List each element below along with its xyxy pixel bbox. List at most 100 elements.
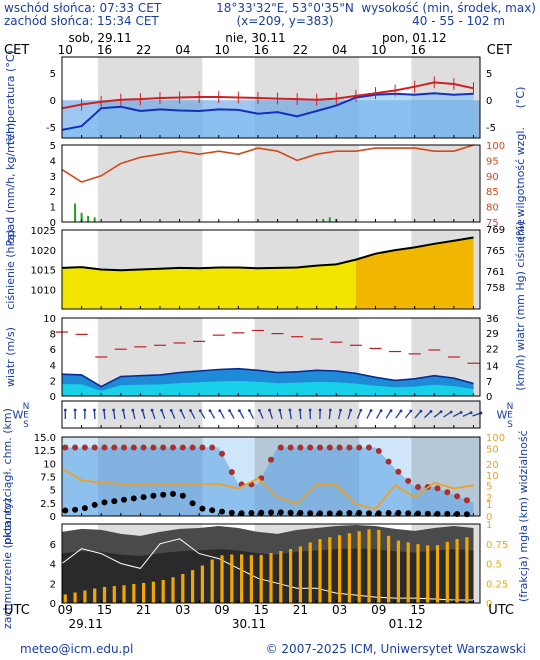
cloud-left-tick: 2.5 [40, 499, 56, 510]
cloud-base-point [277, 509, 284, 516]
cloud-base-point [111, 498, 118, 505]
cloud-top-point [463, 497, 470, 504]
wind-direction-arrowhead [439, 410, 443, 414]
fog-bar [122, 585, 126, 603]
cloud-top-point [121, 444, 127, 451]
wind-direction-arrow [219, 410, 225, 419]
precip-left-tick: 1 [50, 203, 56, 214]
fog-bar [171, 577, 175, 603]
wind-direction-arrowhead [369, 409, 373, 412]
tz-top-right: CET [487, 43, 512, 58]
cloud-base-point [385, 510, 392, 516]
wind-border [61, 317, 481, 397]
wind-direction-arrow [414, 410, 422, 419]
sunset-text: zachód słońca: 15:34 CET [4, 14, 159, 28]
fog-bar [308, 542, 312, 603]
fog-bar [426, 545, 430, 603]
fog-bar [298, 546, 302, 603]
fog-bar [416, 544, 420, 603]
cloud-base-point [238, 510, 245, 517]
compass-left-e: E [23, 411, 29, 421]
fog-bar [465, 537, 469, 603]
cet-tick-3: 04 [175, 43, 190, 57]
precip-left-tick: 4 [50, 156, 56, 167]
temp-left-tick: -5 [46, 123, 56, 134]
cloud-top-point [170, 444, 176, 451]
compass-right-n: N [507, 402, 514, 412]
press-right-tick: 769 [486, 225, 505, 236]
wind-direction-arrowhead [389, 409, 393, 413]
cloud-base-point [189, 500, 196, 507]
day-label-2: pon, 01.12 [382, 31, 447, 45]
wind-direction-arrow [433, 411, 442, 418]
compass-left-n: N [23, 402, 30, 412]
fog-bar [318, 539, 322, 603]
footer-email[interactable]: meteo@icm.edu.pl [20, 642, 133, 656]
fog-bar [83, 590, 87, 603]
cloud-left-tick: 12.5 [34, 446, 56, 457]
cloud-top-point [326, 444, 333, 451]
precip-bar [93, 217, 96, 222]
wind-right-tick: 14 [486, 362, 499, 373]
cet-tick-6: 22 [293, 43, 308, 57]
precip-bar [322, 218, 325, 222]
wind-direction-arrowhead [288, 408, 292, 412]
fog-bar [200, 565, 204, 603]
cloud-top-point [189, 444, 196, 451]
cloud-top-point [101, 444, 108, 451]
cover-left-tick: 2 [50, 579, 56, 590]
visibility-line [61, 467, 474, 511]
wind-direction-arrow [289, 409, 292, 420]
fog-bar [210, 559, 214, 603]
utc-tick-2: 21 [136, 603, 151, 617]
fog-bar [93, 588, 97, 603]
cloud-top-point [219, 450, 225, 457]
utc-tick-9: 15 [410, 603, 425, 617]
cloud-top-point [346, 444, 353, 451]
sunrise-text: wschód słońca: 07:33 CET [4, 1, 162, 15]
fog-bar [151, 581, 155, 603]
cloud-base-point [424, 510, 431, 517]
wind-direction-arrowhead [160, 408, 164, 412]
dew-point-line [61, 92, 474, 131]
wind-direction-arrow [452, 411, 462, 418]
cloud-base-point [297, 509, 304, 516]
humidity-right-tick: 95 [486, 156, 499, 167]
wind-direction-arrowhead [258, 409, 261, 412]
tz-bottom-right: UTC [488, 603, 514, 618]
cloud-base-point [366, 510, 372, 517]
cloud-top-point [150, 444, 157, 451]
precip-left-tick: 2 [50, 187, 56, 198]
fog-right-tick: 0 [486, 599, 492, 610]
fog-bar [347, 533, 351, 603]
fog-bar [269, 553, 273, 603]
cloud-top-point [199, 444, 206, 451]
visibility-tick: 10 [486, 471, 499, 482]
wind-left-tick: 2 [50, 376, 56, 387]
wind-direction-arrow [299, 409, 302, 420]
day-label-1: nie, 30.11 [225, 31, 285, 45]
wind-direction-arrow [375, 410, 382, 419]
wind-direction-arrowhead [93, 408, 96, 412]
wind-direction-arrow [209, 410, 216, 419]
wdir-night-1 [254, 401, 360, 428]
wind-direction-arrowhead [238, 409, 241, 412]
wind-direction-arrowhead [218, 409, 222, 412]
tz-top-left: CET [4, 43, 29, 58]
precip-left-tick: 5 [50, 141, 56, 152]
press-ylabel-right: (mm Hg) ciśnienie [514, 219, 527, 320]
utc-date-2: 01.12 [389, 617, 423, 631]
wind-min-area [62, 381, 474, 396]
wind-direction-arrow [170, 410, 176, 419]
visibility-ylabel-right: (km) widzialność [517, 430, 530, 522]
precip-border [61, 144, 481, 223]
wdir-border [61, 400, 481, 429]
wind-left-tick: 4 [50, 361, 56, 372]
wind-direction-arrow [122, 409, 126, 420]
wind-left-tick: 0 [50, 392, 56, 403]
fog-bar [63, 594, 67, 603]
cloud-top-point [111, 444, 118, 451]
